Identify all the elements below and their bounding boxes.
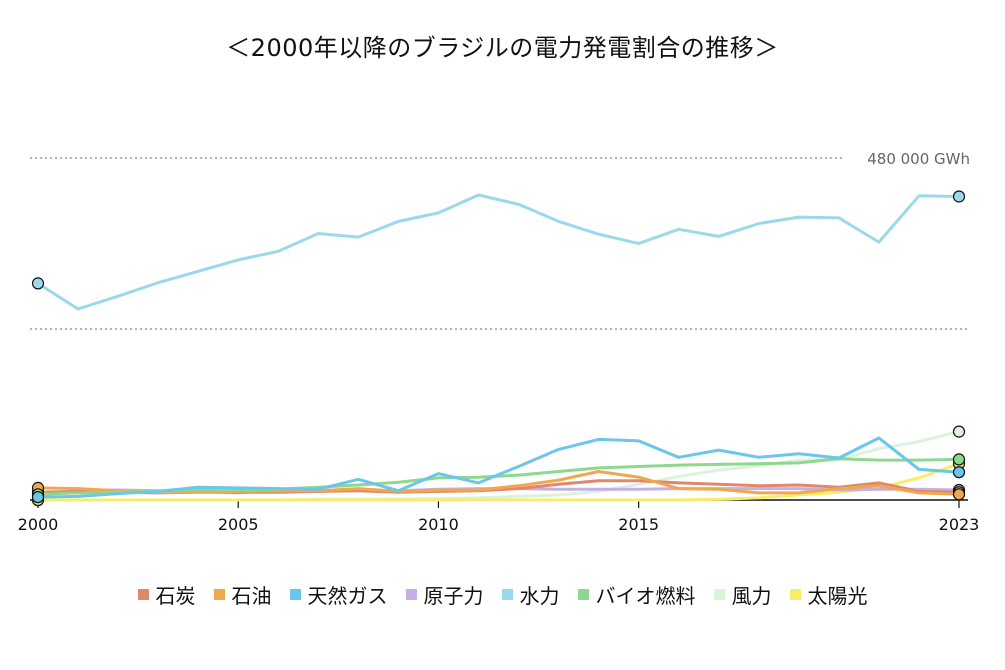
legend-label: 石炭: [155, 584, 196, 608]
chart-title: ＜2000年以降のブラジルの電力発電割合の推移＞: [226, 34, 779, 62]
series-line: [36, 436, 961, 499]
x-tick-label: 2023: [939, 515, 980, 534]
series-line: [36, 470, 961, 496]
series-endpoint: [952, 453, 966, 466]
legend-item: 太陽光: [789, 580, 868, 609]
legend-item: 天然ガス: [289, 580, 388, 609]
legend-swatch: [789, 589, 801, 600]
legend-label: 風力: [731, 584, 772, 608]
legend-item: 石炭: [137, 580, 196, 609]
series-line: [36, 462, 961, 502]
x-axis: 2000 2005 2010 2015 2023: [18, 499, 980, 534]
legend-swatch: [213, 589, 225, 600]
reference-line-label: 480 000 GWh: [867, 150, 970, 168]
legend-item: バイオ燃料: [577, 580, 696, 609]
series-endpoint: [31, 277, 45, 290]
legend-swatch: [501, 589, 513, 600]
legend-item: 水力: [501, 580, 560, 609]
series-endpoint: [952, 425, 966, 438]
legend-label: 石油: [231, 584, 272, 608]
series-lines: [36, 193, 961, 502]
legend-swatch: [289, 589, 301, 600]
legend: 石炭 石油 天然ガス 原子力 水力 バイオ燃料 風力 太陽光: [0, 580, 1005, 609]
x-tick-label: 2005: [218, 515, 259, 534]
legend-item: 風力: [713, 580, 772, 609]
legend-swatch: [137, 589, 149, 600]
series-endpoint: [952, 488, 966, 501]
series-endpoint: [31, 491, 45, 504]
legend-label: 天然ガス: [307, 584, 388, 608]
legend-label: バイオ燃料: [595, 584, 696, 608]
legend-label: 太陽光: [807, 584, 868, 608]
legend-item: 石油: [213, 580, 272, 609]
x-tick-label: 2000: [18, 515, 59, 534]
series-endpoint: [952, 466, 966, 479]
legend-label: 原子力: [423, 584, 484, 608]
legend-swatch: [713, 589, 725, 600]
end-markers: [31, 190, 966, 507]
x-tick-label: 2010: [418, 515, 459, 534]
reference-lines: 480 000 GWh: [30, 150, 970, 330]
legend-swatch: [577, 589, 589, 600]
legend-swatch: [405, 589, 417, 600]
legend-item: 原子力: [405, 580, 484, 609]
x-tick-label: 2015: [618, 515, 659, 534]
series-line: [36, 193, 961, 311]
series-endpoint: [952, 190, 966, 203]
legend-label: 水力: [519, 584, 560, 608]
